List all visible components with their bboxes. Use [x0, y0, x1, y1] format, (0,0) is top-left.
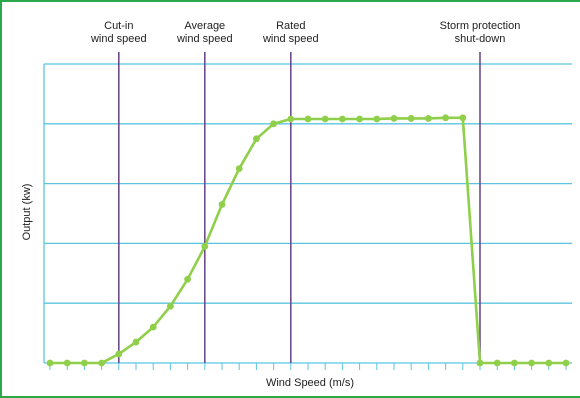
data-point: [407, 115, 415, 122]
speed-markers: [118, 52, 481, 363]
power-curve-series: [46, 114, 570, 367]
y-axis-label: Output (kw): [21, 184, 33, 241]
data-point: [390, 115, 398, 122]
annotation-label-2-0: Rated: [276, 20, 305, 32]
data-point: [184, 275, 192, 283]
annotation-label-1-1: wind speed: [176, 33, 233, 45]
data-point: [218, 201, 226, 208]
data-point: [149, 323, 157, 331]
data-point: [201, 242, 209, 250]
data-point: [528, 359, 535, 367]
annotation-label-1-0: Average: [184, 20, 225, 32]
annotation-label-2-1: wind speed: [262, 33, 319, 45]
data-point: [373, 115, 381, 123]
annotation-label-3-1: shut-down: [455, 33, 506, 45]
data-point: [235, 165, 243, 173]
data-point: [98, 359, 105, 367]
data-point: [459, 114, 467, 122]
data-point: [253, 135, 260, 143]
annotation-label-0-0: Cut-in: [104, 20, 133, 32]
data-point: [476, 359, 484, 367]
data-point: [425, 115, 432, 122]
data-point: [321, 115, 329, 123]
data-point: [339, 115, 346, 123]
data-point: [270, 120, 277, 128]
series-line-0: [50, 116, 566, 365]
x-axis-ticks: [49, 363, 567, 370]
data-point: [545, 359, 553, 367]
data-point: [511, 359, 518, 367]
data-point: [167, 302, 174, 310]
data-point: [287, 115, 295, 123]
grid: [43, 63, 572, 364]
data-point: [562, 359, 570, 367]
data-point: [304, 115, 312, 123]
data-point: [132, 338, 140, 346]
data-point: [356, 115, 363, 123]
data-point: [442, 114, 449, 122]
data-point: [493, 359, 501, 367]
data-point: [46, 359, 54, 367]
data-point: [115, 350, 123, 358]
annotation-label-3-0: Storm protection: [440, 20, 521, 32]
x-axis-label: Wind Speed (m/s): [266, 377, 354, 389]
data-point: [81, 359, 88, 367]
data-point: [63, 359, 71, 367]
annotation-label-0-1: wind speed: [90, 33, 147, 45]
